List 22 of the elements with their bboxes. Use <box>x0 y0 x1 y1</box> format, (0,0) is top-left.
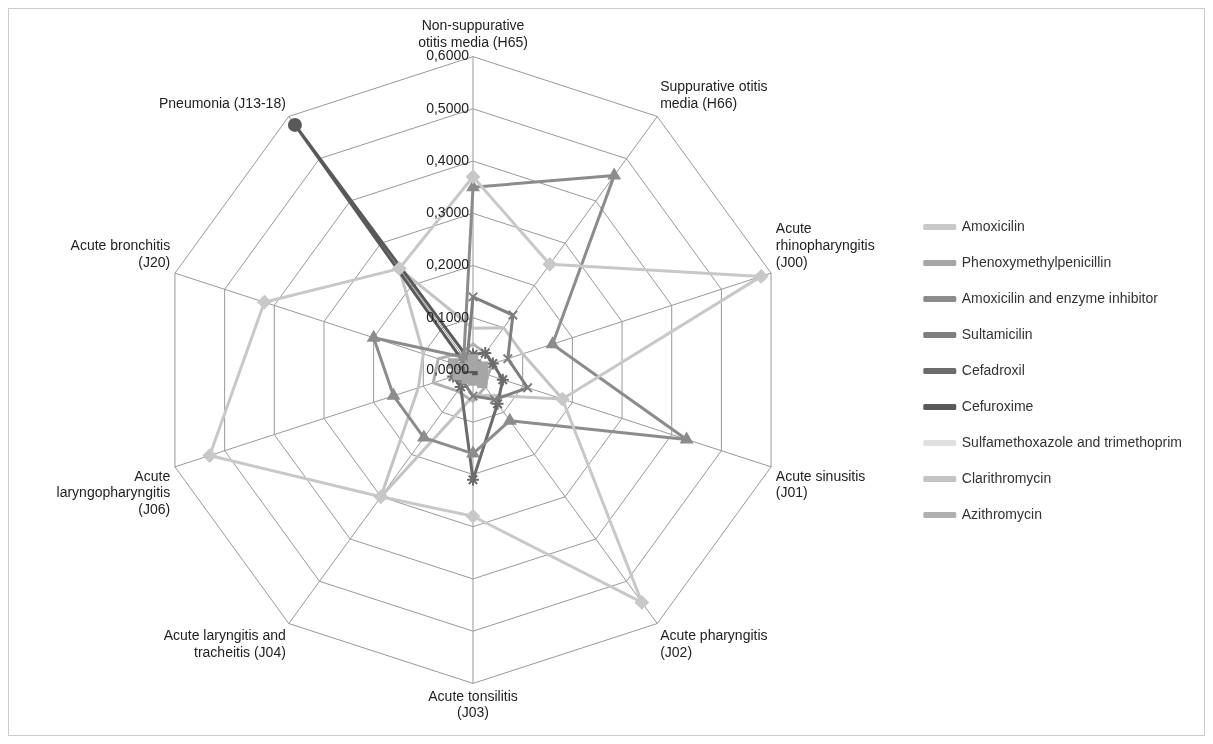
spoke-label: Acute rhinopharyngitis (J00) <box>775 220 875 271</box>
legend-label: Amoxicilin and enzyme inhibitor <box>961 289 1159 306</box>
y-tick-label: 0,2000 <box>426 256 470 273</box>
legend-label: Azithromycin <box>961 505 1042 522</box>
spoke-label: Pneumonia (J13-18) <box>158 94 286 111</box>
spoke-label: Suppurative otitis media (H66) <box>660 78 768 111</box>
y-tick-label: 0,4000 <box>426 151 470 168</box>
spoke-label: Acute laryngopharyngitis (J06) <box>56 467 171 518</box>
spoke-label: Acute laryngitis and tracheitis (J04) <box>163 626 286 660</box>
legend-label: Phenoxymethylpenicillin <box>961 253 1112 270</box>
legend-label: Amoxicilin <box>961 217 1025 234</box>
spoke-label: Acute sinusitis (J01) <box>775 467 866 501</box>
legend-label: Clarithromycin <box>961 469 1052 486</box>
legend-label: Cefuroxime <box>961 397 1034 414</box>
legend-label: Sulfamethoxazole and trimethoprim <box>961 433 1183 450</box>
legend-label: Cefadroxil <box>961 361 1025 378</box>
spoke-label: Acute tonsilitis (J03) <box>428 687 518 721</box>
legend-label: Sultamicilin <box>961 325 1033 342</box>
y-tick-label: 0,3000 <box>426 204 470 221</box>
spoke-label: Acute bronchitis (J20) <box>70 237 171 271</box>
spoke-label: Acute pharyngitis (J02) <box>660 626 768 660</box>
y-tick-label: 0,5000 <box>426 99 470 116</box>
